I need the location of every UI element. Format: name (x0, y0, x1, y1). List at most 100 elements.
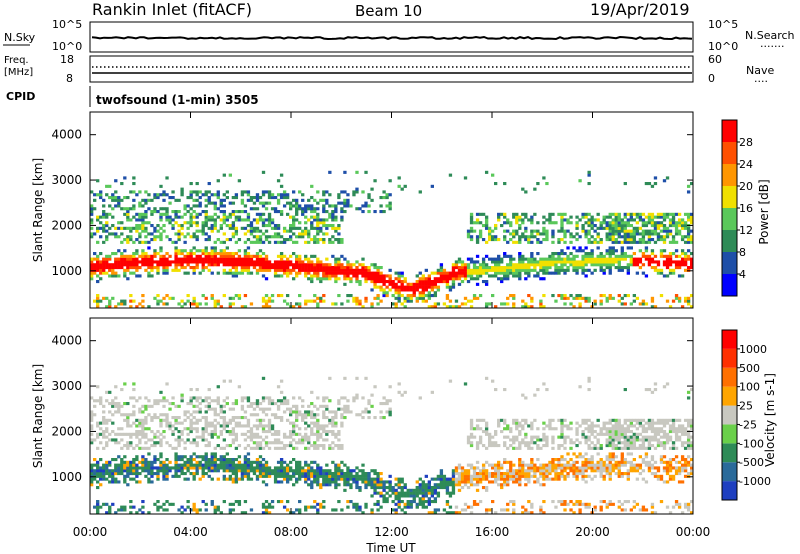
power-cell (132, 226, 136, 230)
power-cell (427, 291, 431, 295)
velocity-cell (491, 444, 495, 448)
velocity-cell (264, 500, 269, 504)
power-cell (313, 226, 317, 230)
power-cell (599, 302, 603, 306)
power-cell (183, 249, 187, 253)
power-cell (533, 257, 537, 261)
power-cell (512, 263, 516, 267)
power-cell (569, 260, 573, 264)
power-cell (487, 232, 492, 236)
velocity-cell (102, 469, 106, 473)
power-cell (99, 196, 103, 200)
velocity-cell (551, 500, 555, 504)
power-cell (240, 193, 245, 197)
power-cell (222, 260, 226, 264)
power-cell (497, 271, 501, 275)
velocity-cell (252, 435, 257, 439)
power-cell (240, 218, 245, 222)
power-cell (475, 221, 480, 225)
velocity-cell (310, 390, 314, 394)
power-cell (367, 274, 371, 278)
power-cell (234, 252, 239, 256)
velocity-cell (484, 469, 489, 473)
power-cell (677, 224, 682, 228)
power-cell (647, 254, 652, 258)
velocity-cell (270, 472, 275, 476)
velocity-cell (557, 466, 561, 470)
velocity-cell (216, 421, 220, 425)
velocity-cell (430, 477, 434, 481)
power-cell (261, 274, 266, 278)
velocity-cell (301, 469, 305, 473)
velocity-cell (397, 505, 401, 509)
freq-right-tick-top: 60 (708, 53, 722, 66)
power-cell (288, 204, 293, 208)
power-cell (563, 229, 567, 233)
power-cell (270, 218, 275, 222)
velocity-cell (225, 424, 229, 428)
velocity-cell (560, 435, 564, 439)
velocity-cell (337, 438, 341, 442)
velocity-cell (285, 477, 290, 481)
velocity-cell (460, 480, 465, 484)
power-cell (168, 201, 172, 205)
velocity-cell (491, 472, 495, 476)
power-cell (548, 260, 552, 264)
velocity-cell (334, 435, 338, 439)
power-cell (475, 235, 480, 239)
velocity-cell (575, 474, 579, 478)
power-cell (515, 240, 519, 244)
power-cell (225, 238, 229, 242)
velocity-cell (195, 435, 199, 439)
power-cell (213, 212, 217, 216)
power-cell (530, 305, 534, 309)
power-cell (448, 305, 453, 309)
power-cell (264, 257, 269, 261)
velocity-cell (267, 472, 272, 476)
power-cell (671, 224, 676, 228)
power-cell (340, 240, 344, 244)
power-cell (322, 271, 326, 275)
velocity-cell (192, 474, 196, 478)
power-cell (533, 235, 537, 239)
power-cell (279, 196, 284, 200)
power-cell (304, 240, 308, 244)
power-cell (96, 229, 100, 233)
power-cell (189, 190, 193, 194)
power-cell (590, 257, 594, 261)
velocity-cell (204, 460, 208, 464)
velocity-cell (177, 404, 181, 408)
power-cell (626, 266, 630, 270)
power-cell (319, 299, 323, 303)
power-cell (316, 207, 320, 211)
power-cell (656, 260, 661, 264)
power-cell (334, 226, 338, 230)
power-cell (632, 294, 637, 298)
power-cell (466, 232, 471, 236)
power-cell (126, 218, 130, 222)
power-cell (255, 268, 260, 272)
power-cell (117, 263, 121, 267)
velocity-cell (285, 466, 290, 470)
power-cell (307, 235, 311, 239)
power-cell (608, 249, 612, 253)
power-cell (319, 296, 323, 300)
velocity-cell (421, 502, 425, 506)
power-cell (159, 257, 163, 261)
power-cell (581, 215, 585, 219)
power-cell (388, 193, 392, 197)
power-cell (358, 282, 362, 286)
power-cell (264, 238, 269, 242)
velocity-cell (105, 390, 109, 394)
power-cell (397, 280, 401, 284)
power-cell (213, 221, 217, 225)
velocity-cell (96, 508, 100, 512)
power-cell (545, 182, 549, 186)
power-cell (295, 260, 299, 264)
velocity-cell (114, 432, 118, 436)
velocity-cell (147, 463, 151, 467)
power-cell (96, 274, 100, 278)
velocity-cell (168, 502, 172, 506)
velocity-cell (304, 438, 308, 442)
